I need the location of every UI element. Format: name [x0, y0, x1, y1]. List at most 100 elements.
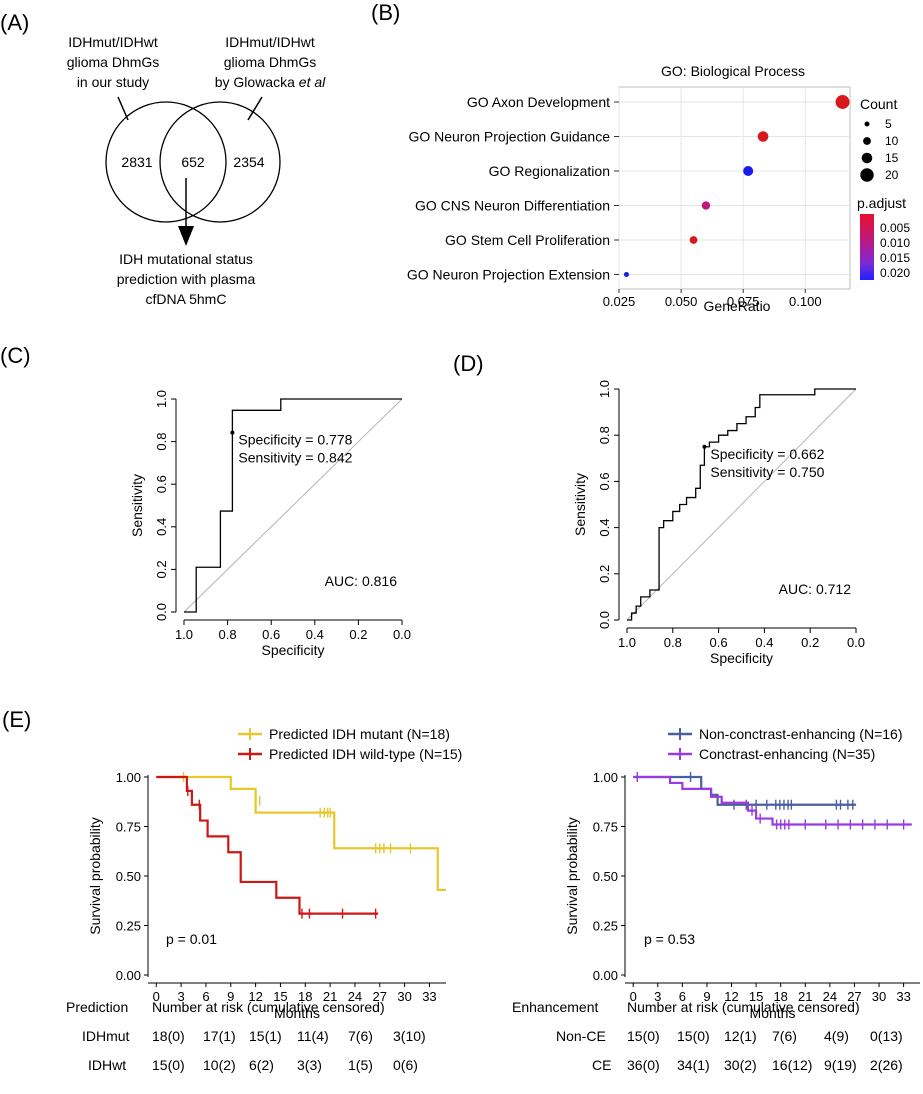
km-x-tick-label: 21 — [323, 989, 337, 1004]
km-x-tick-label: 3 — [654, 989, 661, 1004]
panel-label-a: (A) — [0, 10, 29, 35]
km-y-axis-title: Survival probability — [87, 817, 103, 935]
risk-table-title-right: Number at risk (cumulative censored) — [627, 999, 860, 1015]
roc-y-tick-label: 1.0 — [154, 390, 169, 408]
count-legend-dot — [863, 137, 871, 145]
go-x-tick-label: 0.075 — [727, 294, 760, 309]
risk-values-left: 18(0) 17(1) 15(1) 11(4) 7(6) 3(10) 15(0) 10(2) 6… — [152, 1028, 426, 1073]
km-x-tick-label: 12 — [248, 989, 262, 1004]
panel-label-b: (B) — [371, 0, 400, 25]
roc-x-tick-label: 0.2 — [801, 635, 819, 650]
km-x-axis-title: Months — [750, 1005, 796, 1021]
km-legend-label: Predicted IDH mutant (N=18) — [269, 726, 450, 742]
venn-right-only-count: 2354 — [233, 154, 264, 170]
go-chart-title: GO: Biological Process — [661, 63, 805, 79]
go-plot-area — [618, 86, 851, 290]
risk-values-right: 15(0) 15(0) 12(1) 7(6) 4(9) 0(13) 36(0) 34(1) 30… — [627, 1028, 903, 1073]
venn-overlap-count: 652 — [181, 154, 205, 170]
roc-x-tick-label: 0.0 — [393, 627, 411, 642]
roc-y-tick-label: 0.2 — [154, 560, 169, 578]
panel-label-c: (C) — [0, 343, 31, 368]
risk-cell: 16(12) — [772, 1057, 812, 1073]
count-legend-dot — [864, 121, 870, 127]
km-x-tick-label: 21 — [798, 989, 812, 1004]
count-legend-label: 10 — [885, 134, 899, 148]
roc-y-tick-label: 0.8 — [597, 426, 612, 444]
km-y-tick-label: 0.00 — [593, 968, 618, 983]
km-x-tick-label: 6 — [679, 989, 686, 1004]
go-x-ticks: 0.025 0.050 0.075 0.100 — [603, 289, 822, 309]
roc-x-tick-label: 0.6 — [262, 627, 280, 642]
risk-row-label: CE — [592, 1057, 611, 1073]
go-category-label: GO Neuron Projection Extension — [407, 267, 610, 283]
venn-left-label-3: in our study — [77, 74, 149, 90]
km-y-tick-label: 0.50 — [116, 869, 141, 884]
venn-outcome-3: cfDNA 5hmC — [146, 291, 227, 307]
risk-row-label: IDHmut — [82, 1028, 130, 1044]
risk-cell: 34(1) — [677, 1057, 710, 1073]
risk-cell: 36(0) — [627, 1057, 660, 1073]
roc-x-tick-label: 0.0 — [847, 635, 865, 650]
risk-row-label: IDHwt — [88, 1057, 126, 1073]
km-survival-curve — [156, 775, 446, 891]
km-x-tick-label: 33 — [422, 989, 436, 1004]
panel-label-d: (D) — [453, 351, 484, 376]
risk-cell: 9(19) — [824, 1057, 857, 1073]
roc-x-tick-label: 0.6 — [710, 635, 728, 650]
padjust-legend-label: 0.015 — [880, 251, 910, 265]
go-dotplot: GO: Biological Process GO Axon Developme… — [407, 63, 910, 314]
go-category-label: GO Axon Development — [467, 94, 610, 110]
roc-annotation-sensitivity: Sensitivity = 0.750 — [710, 464, 824, 480]
venn-right-label-3: by Glowacka et al — [215, 74, 326, 90]
km-legend-label: Non-conctrast-enhancing (N=16) — [699, 726, 903, 742]
risk-cell: 0(13) — [870, 1028, 903, 1044]
down-arrow-icon — [178, 226, 194, 246]
go-dot — [743, 165, 754, 177]
go-category-label: GO Regionalization — [489, 163, 610, 179]
km-y-tick-label: 0.25 — [593, 919, 618, 934]
venn-diagram: IDHmut/IDHwt glioma DhmGs in our study I… — [67, 34, 326, 307]
roc-auc-label: AUC: 0.816 — [325, 573, 398, 589]
roc-y-tick-label: 0.4 — [154, 518, 169, 536]
go-category-label: GO CNS Neuron Differentiation — [415, 198, 610, 214]
roc-y-axis-title: Sensitivity — [129, 474, 145, 537]
panel-label-e: (E) — [2, 707, 31, 732]
roc-y-tick-label: 0.0 — [597, 611, 612, 629]
risk-cell: 0(6) — [393, 1057, 418, 1073]
venn-outcome-2: prediction with plasma — [117, 271, 256, 287]
roc-curve — [184, 398, 402, 613]
risk-table-prediction: Prediction Number at risk (cumulative ce… — [66, 999, 426, 1073]
padjust-colorbar — [860, 214, 874, 280]
venn-outcome-1: IDH mutational status — [119, 251, 253, 267]
roc-chart-d: 0.0 0.2 0.4 0.6 0.8 1.0 1.0 0.8 0.6 0.4 0.2 0.0 Spec… — [572, 380, 865, 666]
go-x-axis-title: GeneRatio — [704, 298, 771, 314]
km-y-tick-label: 1.00 — [593, 770, 618, 785]
roc-x-tick-label: 1.0 — [175, 627, 193, 642]
go-category-label: GO Stem Cell Proliferation — [445, 232, 610, 248]
km-y-axis-title: Survival probability — [564, 817, 580, 935]
go-x-tick-label: 0.025 — [603, 294, 636, 309]
km-chart-prediction: 0.00 0.25 0.50 0.75 1.00 0 3 6 9 12 15 18 21 24 27 30 33… — [87, 726, 462, 1021]
risk-cell: 4(9) — [824, 1028, 849, 1044]
padjust-legend-label: 0.020 — [880, 266, 910, 280]
venn-left-only-count: 2831 — [121, 154, 152, 170]
venn-right-pointer — [247, 96, 263, 121]
roc-y-tick-label: 0.6 — [597, 472, 612, 490]
venn-right-label-1: IDHmut/IDHwt — [225, 34, 315, 50]
km-x-tick-label: 6 — [202, 989, 209, 1004]
km-x-tick-label: 12 — [724, 989, 738, 1004]
venn-right-label-2: glioma DhmGs — [224, 54, 317, 70]
roc-diagonal — [183, 398, 403, 613]
roc-x-tick-label: 0.2 — [349, 627, 367, 642]
km-x-tick-label: 15 — [273, 989, 287, 1004]
count-legend-title: Count — [860, 96, 897, 112]
risk-cell: 10(2) — [203, 1057, 236, 1073]
count-legend: 5 10 15 20 — [860, 117, 899, 182]
go-category-label: GO Neuron Projection Guidance — [408, 129, 610, 145]
roc-x-tick-label: 0.4 — [306, 627, 324, 642]
go-dot — [835, 95, 850, 109]
km-x-tick-label: 30 — [397, 989, 411, 1004]
km-pvalue: p = 0.01 — [166, 931, 217, 947]
go-dot — [689, 236, 698, 244]
km-legend-label: Conctrast-enhancing (N=35) — [699, 746, 875, 762]
